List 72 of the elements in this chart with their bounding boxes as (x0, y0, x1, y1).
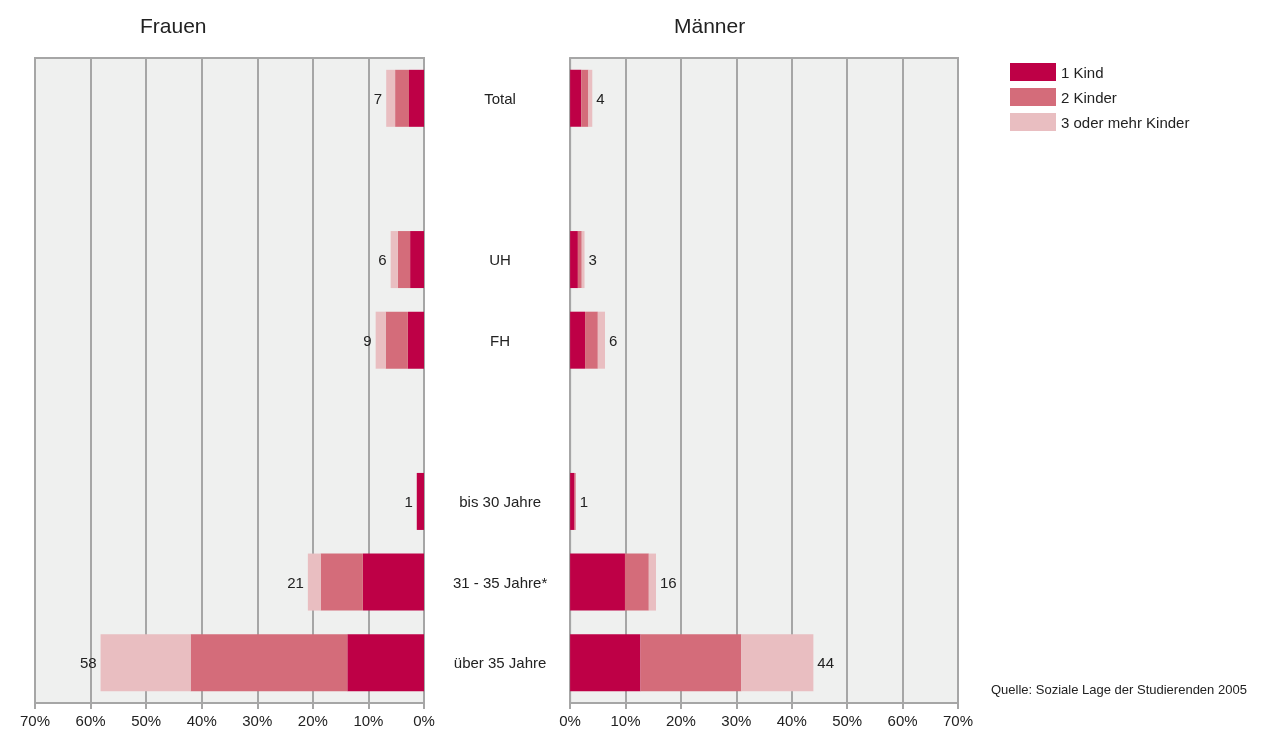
x-tick-label: 30% (242, 712, 273, 729)
bar (577, 231, 582, 289)
bar (741, 634, 814, 692)
x-tick-label: 30% (721, 712, 752, 729)
x-tick-label: 70% (19, 712, 51, 729)
bar (307, 553, 321, 611)
total-label: 6 (378, 251, 387, 269)
total-label: 16 (660, 573, 677, 591)
bar (648, 553, 656, 611)
chart-title: Frauen (140, 14, 207, 37)
bar (397, 231, 411, 289)
bar (570, 553, 625, 611)
total-label: 44 (817, 654, 835, 672)
bar (624, 553, 649, 611)
bar (407, 311, 424, 369)
bar (320, 553, 363, 611)
bar (362, 553, 424, 611)
x-tick-label: 10% (610, 712, 641, 729)
x-tick-label: 0% (413, 712, 435, 729)
bar (100, 634, 191, 692)
x-tick-label: 50% (131, 712, 162, 729)
total-label: 21 (287, 573, 304, 591)
bar (581, 69, 589, 127)
bar (409, 69, 424, 127)
total-label: 58 (79, 654, 97, 672)
total-label: 9 (363, 331, 372, 349)
bar (375, 311, 386, 369)
x-tick-label: 0% (559, 712, 581, 729)
bar (570, 69, 582, 127)
x-tick-label: 20% (665, 712, 696, 729)
total-label: 1 (579, 492, 588, 510)
x-tick-label: 60% (75, 712, 106, 729)
legend-label: 2 Kinder (1061, 88, 1117, 106)
bar (190, 634, 348, 692)
bar (581, 231, 585, 289)
x-tick-label: 50% (832, 712, 863, 729)
source-note: Quelle: Soziale Lage der Studierenden 2005 (991, 682, 1247, 697)
bar (395, 69, 409, 127)
bar (570, 472, 575, 530)
x-tick-label: 20% (297, 712, 328, 729)
total-label: 6 (609, 331, 618, 349)
bar (640, 634, 742, 692)
legend-label: 1 Kind (1061, 63, 1104, 81)
bar (386, 69, 396, 127)
bar (410, 231, 424, 289)
y-tick-label: Total (484, 89, 516, 107)
x-tick-label: 70% (942, 712, 974, 729)
bar (585, 311, 598, 369)
y-tick-label: bis 30 Jahre (459, 492, 541, 510)
bar (390, 231, 398, 289)
bar (570, 311, 586, 369)
total-label: 3 (588, 251, 597, 269)
bar (416, 472, 424, 530)
y-tick-label: UH (489, 251, 511, 269)
y-tick-label: über 35 Jahre (453, 654, 547, 672)
bar (347, 634, 424, 692)
bar (385, 311, 408, 369)
x-tick-label: 40% (186, 712, 217, 729)
total-label: 1 (404, 492, 413, 510)
bar (570, 634, 641, 692)
legend-label: 3 oder mehr Kinder (1061, 113, 1190, 131)
x-tick-label: 60% (887, 712, 918, 729)
y-tick-label: FH (490, 331, 511, 349)
total-label: 4 (596, 89, 605, 107)
x-tick-label: 10% (353, 712, 384, 729)
x-tick-label: 40% (776, 712, 807, 729)
bar (597, 311, 606, 369)
chart-title: Männer (674, 14, 746, 37)
bar (588, 69, 593, 127)
total-label: 7 (373, 89, 383, 107)
y-tick-label: 31 - 35 Jahre* (453, 573, 548, 591)
bar (570, 231, 578, 289)
